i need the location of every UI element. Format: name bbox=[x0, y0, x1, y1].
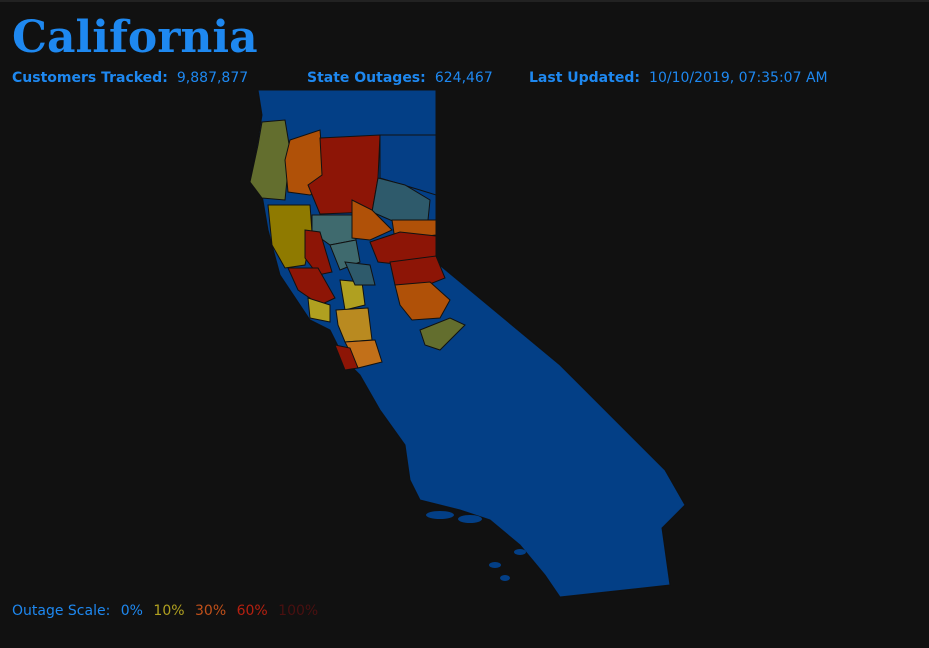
map bbox=[249, 89, 686, 598]
county bbox=[249, 119, 291, 201]
island bbox=[489, 562, 501, 568]
county bbox=[334, 344, 359, 371]
county bbox=[351, 199, 393, 241]
island bbox=[458, 515, 482, 523]
scale-step: 60% bbox=[237, 603, 268, 619]
county bbox=[304, 229, 333, 276]
stat-value: 624,467 bbox=[435, 70, 493, 86]
stat-label: Customers Tracked: bbox=[12, 70, 168, 86]
county bbox=[287, 267, 336, 306]
county bbox=[389, 255, 446, 289]
county bbox=[267, 204, 313, 269]
county bbox=[394, 281, 451, 321]
scale-step: 0% bbox=[121, 603, 143, 619]
stat-label: State Outages: bbox=[307, 70, 426, 86]
county bbox=[307, 297, 331, 323]
stat-value: 9,887,877 bbox=[177, 70, 248, 86]
county bbox=[344, 261, 376, 286]
outage-scale: Outage Scale: 0% 10% 30% 60% 100% bbox=[12, 603, 318, 619]
stat-value: 10/10/2019, 07:35:07 AM bbox=[649, 70, 828, 86]
island bbox=[514, 549, 526, 555]
island bbox=[500, 575, 510, 581]
last-updated: Last Updated: 10/10/2019, 07:35:07 AM bbox=[529, 67, 828, 86]
county bbox=[419, 317, 466, 351]
county bbox=[379, 134, 437, 196]
state-outages: State Outages: 624,467 bbox=[307, 67, 493, 86]
scale-step: 10% bbox=[153, 603, 184, 619]
customers-tracked: Customers Tracked: 9,887,877 bbox=[12, 67, 248, 86]
page-title: California bbox=[12, 12, 258, 63]
county bbox=[284, 129, 326, 196]
scale-step: 100% bbox=[278, 603, 318, 619]
stat-label: Last Updated: bbox=[529, 70, 640, 86]
scale-step: 30% bbox=[195, 603, 226, 619]
island bbox=[426, 511, 454, 519]
scale-label: Outage Scale: bbox=[12, 603, 110, 619]
